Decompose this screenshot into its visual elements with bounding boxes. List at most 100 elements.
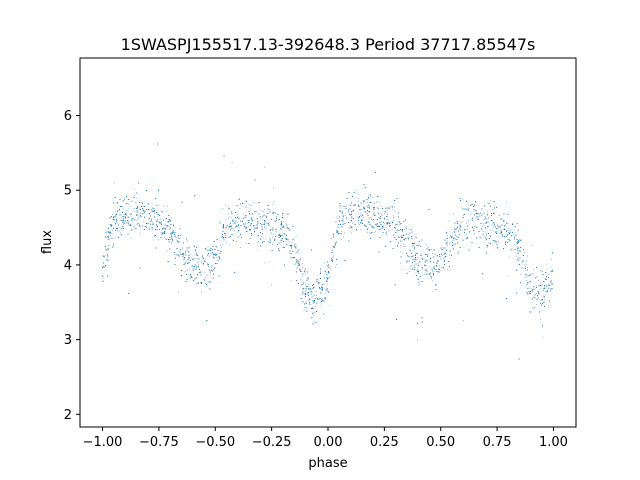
data-point [380,205,382,207]
data-point [361,209,363,211]
data-point [221,208,223,209]
data-point [391,220,393,222]
data-point [543,290,544,291]
data-point [418,243,420,245]
data-point [177,240,178,242]
data-point [208,266,209,268]
data-point [108,231,110,233]
data-point [319,288,321,289]
data-point [552,269,553,271]
data-point [216,257,218,258]
data-point [531,307,533,308]
data-point [196,262,198,263]
data-point [474,233,475,234]
data-point [496,235,498,237]
data-point [415,272,417,274]
data-point [113,221,115,223]
data-point [347,210,349,212]
data-point [442,267,443,269]
data-point [160,232,162,234]
data-point [440,267,442,268]
data-point [377,207,379,209]
data-point [423,258,425,260]
data-point [483,231,485,232]
data-point [393,206,395,208]
data-point [247,226,249,227]
data-point [392,208,394,210]
data-point [505,234,507,235]
data-point [361,216,362,217]
data-point [528,281,530,283]
data-point [507,275,509,277]
data-point [446,244,448,245]
data-point [246,222,248,224]
data-point [460,229,461,231]
data-point [205,283,206,284]
data-point [132,209,134,211]
data-point [128,216,130,218]
data-point [525,276,527,278]
data-point [540,318,542,320]
data-point [357,194,359,196]
data-point [285,240,287,242]
data-point [326,271,327,273]
data-point [154,218,156,220]
data-point [491,243,493,245]
data-point [244,227,246,229]
data-point [359,216,360,218]
data-point [400,245,402,246]
data-point [289,241,291,242]
data-point [426,244,427,246]
data-point [212,255,214,257]
data-point [456,236,458,237]
data-point [179,225,181,227]
data-point [514,243,515,245]
data-point [253,202,254,204]
data-point [508,227,510,229]
data-point [429,266,431,268]
data-point [449,254,450,256]
data-point [388,230,390,232]
data-point [417,340,418,341]
data-point [185,261,187,263]
data-point [452,232,454,234]
data-point [418,284,419,286]
data-point [240,246,241,248]
data-point [526,280,527,281]
data-point [273,187,274,189]
data-point [327,290,329,292]
data-point [135,202,137,204]
data-point [517,258,518,259]
data-point [333,255,334,257]
data-point [330,268,331,270]
data-point [447,269,448,270]
data-point [283,233,285,234]
data-point [504,242,506,244]
data-point [533,295,535,297]
data-point [370,202,372,203]
data-point [262,216,264,218]
data-point [470,213,472,215]
data-point [228,213,229,215]
data-point [534,297,536,299]
data-point [372,227,374,229]
data-point [108,227,109,229]
data-point [534,288,536,290]
data-point [105,230,107,232]
data-point [359,224,361,225]
data-point [140,213,142,214]
data-point [358,200,360,202]
data-point [188,269,190,271]
data-point [368,198,370,200]
data-point [431,290,433,292]
data-point [109,232,110,234]
data-point [109,235,111,236]
data-point [309,291,311,292]
data-point [116,213,117,214]
data-point [508,232,509,233]
data-point [259,209,261,211]
data-point [310,293,312,295]
data-point [228,207,229,209]
data-point [141,216,142,218]
data-point [399,223,401,225]
